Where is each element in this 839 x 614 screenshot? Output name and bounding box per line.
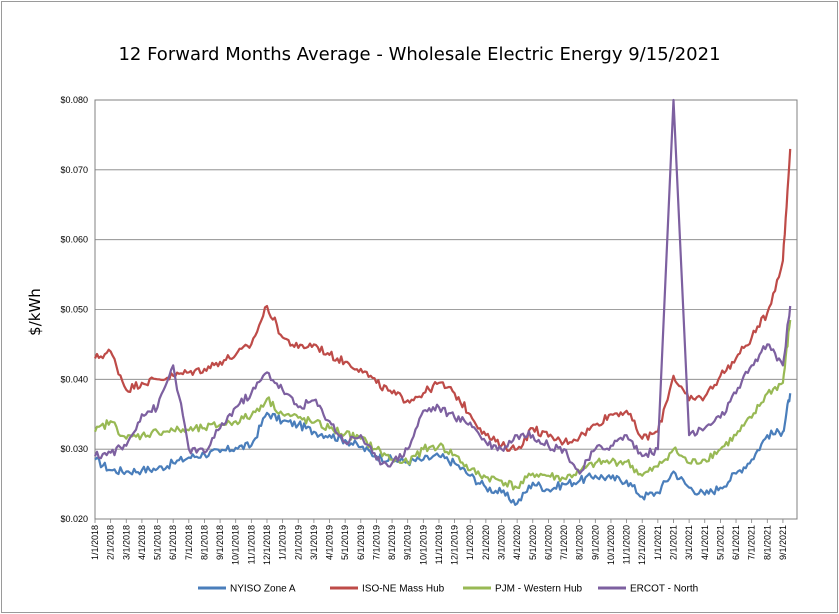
series-line-ercot-north [94, 98, 792, 475]
x-tick-label: 4/1/2020 [512, 525, 522, 560]
x-tick-label: 6/1/2019 [356, 525, 366, 560]
x-tick-label: 9/1/2021 [778, 525, 788, 560]
x-tick-label: 8/1/2020 [575, 525, 585, 560]
legend: NYISO Zone A ISO-NE Mass Hub PJM - Western… [198, 584, 698, 595]
y-tick-label: $0.060 [60, 235, 88, 245]
series-lines [93, 98, 792, 506]
y-tick-label: $0.070 [60, 165, 88, 175]
x-tick-label: 7/1/2020 [559, 525, 569, 560]
x-tick-label: 7/1/2021 [747, 525, 757, 560]
x-tick-label: 8/1/2018 [199, 525, 209, 560]
x-tick-label: 12/1/2020 [637, 525, 647, 565]
x-tick-label: 4/1/2021 [700, 525, 710, 560]
x-axis-ticks: 1/1/2018 2/1/2018 3/1/2018 4/1/2018 5/1/2018… [90, 519, 788, 565]
x-tick-label: 10/1/2019 [418, 525, 428, 565]
x-tick-label: 3/1/2020 [497, 525, 507, 560]
legend-label: ERCOT - North [630, 584, 698, 595]
y-axis-label: $/kWh [26, 288, 44, 336]
x-tick-label: 2/1/2020 [481, 525, 491, 560]
legend-label: NYISO Zone A [230, 584, 296, 595]
grid-lines [94, 99, 798, 520]
x-tick-label: 5/1/2018 [153, 525, 163, 560]
x-tick-label: 2/1/2019 [293, 525, 303, 560]
x-tick-label: 4/1/2019 [325, 525, 335, 560]
x-tick-label: 3/1/2018 [121, 525, 131, 560]
series-line-iso-ne-mass-hub [93, 148, 792, 452]
x-tick-label: 1/1/2018 [90, 525, 100, 560]
x-tick-label: 5/1/2020 [528, 525, 538, 560]
x-tick-label: 1/1/2020 [465, 525, 475, 560]
x-tick-label: 2/1/2018 [106, 525, 116, 560]
x-tick-label: 6/1/2021 [731, 525, 741, 560]
x-tick-label: 9/1/2018 [215, 525, 225, 560]
y-axis-ticks: $0.020 $0.030 $0.040 $0.050 $0.060 $0.070 $0.0… [60, 95, 88, 524]
legend-label: PJM - Western Hub [495, 584, 582, 595]
x-tick-label: 3/1/2021 [684, 525, 694, 560]
y-tick-label: $0.080 [60, 95, 88, 105]
x-tick-label: 5/1/2019 [340, 525, 350, 560]
y-tick-label: $0.030 [60, 444, 88, 454]
series-line-nyiso-zone-a [94, 393, 792, 506]
x-tick-label: 11/1/2018 [246, 525, 256, 564]
x-tick-label: 1/1/2019 [278, 525, 288, 560]
x-tick-label: 6/1/2018 [168, 525, 178, 560]
x-tick-label: 4/1/2018 [137, 525, 147, 560]
x-tick-label: 10/1/2020 [606, 525, 616, 565]
x-tick-label: 12/1/2018 [262, 525, 272, 565]
x-tick-label: 7/1/2018 [184, 525, 194, 560]
series-line-pjm-western-hub [93, 319, 792, 491]
x-tick-label: 9/1/2019 [403, 525, 413, 560]
x-tick-label: 6/1/2020 [543, 525, 553, 560]
x-tick-label: 11/1/2020 [622, 525, 632, 564]
x-tick-label: 10/1/2018 [231, 525, 241, 565]
x-tick-label: 2/1/2021 [668, 525, 678, 560]
chart-title: 12 Forward Months Average - Wholesale El… [118, 44, 721, 65]
x-tick-label: 9/1/2020 [590, 525, 600, 560]
x-tick-label: 1/1/2021 [653, 525, 663, 560]
x-tick-label: 7/1/2019 [371, 525, 381, 560]
y-tick-label: $0.020 [60, 514, 88, 524]
x-tick-label: 12/1/2019 [450, 525, 460, 565]
x-tick-label: 8/1/2019 [387, 525, 397, 560]
x-tick-label: 3/1/2019 [309, 525, 319, 560]
x-tick-label: 5/1/2021 [715, 525, 725, 560]
y-tick-label: $0.040 [60, 374, 88, 384]
legend-label: ISO-NE Mass Hub [362, 584, 445, 595]
x-tick-label: 11/1/2019 [434, 525, 444, 564]
x-tick-label: 8/1/2021 [762, 525, 772, 560]
y-tick-label: $0.050 [60, 305, 88, 315]
